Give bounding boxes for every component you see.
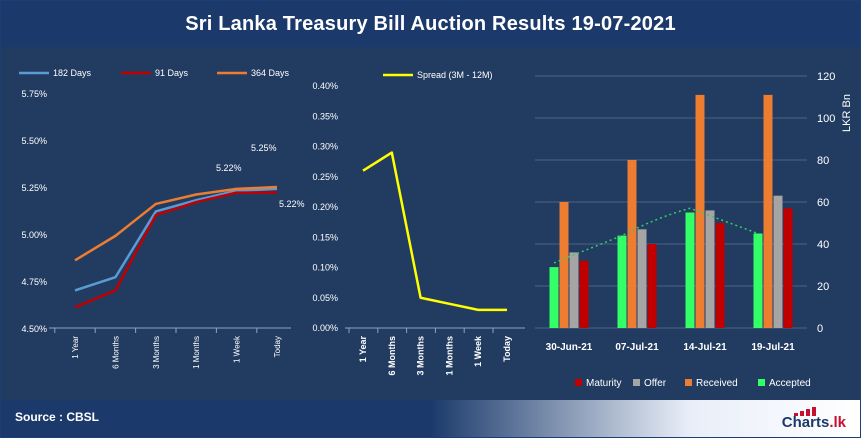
- yield-x-tick-label: 3 Months: [152, 336, 161, 369]
- bar-legend-swatch: [685, 379, 692, 386]
- yield-x-tick-label: Today: [273, 336, 282, 357]
- yield-legend-label: 364 Days: [251, 68, 290, 78]
- bar-maturity: [579, 260, 589, 328]
- brand-suffix: .lk: [829, 414, 846, 431]
- bar-received: [763, 94, 773, 329]
- spread-legend-label: Spread (3M - 12M): [417, 70, 493, 80]
- bar-legend-label: Received: [696, 378, 738, 389]
- yield-y-tick-label: 5.00%: [21, 230, 47, 240]
- yield-y-tick-label: 4.75%: [21, 277, 47, 287]
- spread-series-line: [362, 151, 507, 312]
- yield-legend-label: 91 Days: [155, 68, 189, 78]
- spread-y-tick-label: 0.20%: [312, 202, 338, 212]
- spread-x-tick-label: Today: [502, 336, 512, 362]
- bar-x-tick-label: 30-Jun-21: [546, 342, 593, 353]
- yield-y-tick-label: 4.50%: [21, 324, 47, 334]
- yield-series-line: [74, 191, 277, 309]
- bar-maturity: [715, 223, 725, 328]
- page-title: Sri Lanka Treasury Bill Auction Results …: [1, 1, 860, 47]
- charts-svg: 5.75% 5.50% 5.25% 5.00% 4.75% 4.50% 1 Year 6 Mo…: [19, 68, 853, 389]
- spread-y-tick-label: 0.15%: [312, 232, 338, 242]
- bar-offer: [637, 229, 647, 328]
- bar-y-axis-title: LKR Bn: [841, 94, 853, 132]
- bar-y-tick-label: 120: [817, 71, 835, 83]
- bar-x-tick-label: 19-Jul-21: [751, 342, 795, 353]
- bar-received: [627, 160, 637, 328]
- bar-legend-swatch: [575, 379, 582, 386]
- yield-annotation-label: 5.25%: [251, 143, 277, 153]
- bar-legend-label: Accepted: [769, 378, 811, 389]
- spread-x-tick-label: 1 Year: [358, 336, 368, 363]
- brand-logo: Charts.lk: [756, 406, 846, 436]
- spread-y-tick-label: 0.25%: [312, 172, 338, 182]
- bar-x-tick-label: 07-Jul-21: [615, 342, 659, 353]
- spread-x-tick-label: 6 Months: [387, 336, 397, 376]
- bar-received: [695, 94, 705, 329]
- bar-accepted: [685, 212, 695, 328]
- spread-y-tick-label: 0.30%: [312, 142, 338, 152]
- yield-annotation-label: 5.22%: [279, 199, 305, 209]
- spread-y-tick-label: 0.10%: [312, 263, 338, 273]
- spread-y-tick-label: 0.00%: [312, 323, 338, 333]
- bar-y-tick-label: 100: [817, 113, 835, 125]
- yield-x-tick-label: 1 Year: [71, 336, 80, 359]
- yield-x-tick-label: 1 Week: [233, 335, 242, 363]
- bar-received: [559, 202, 569, 328]
- source-label: Source : CBSL: [15, 410, 100, 424]
- spread-x-tick-label: 1 Week: [473, 335, 483, 367]
- bar-offer: [705, 210, 715, 328]
- yield-x-tick-label: 1 Months: [192, 336, 201, 369]
- yield-legend-label: 182 Days: [53, 68, 92, 78]
- spread-y-tick-label: 0.35%: [312, 111, 338, 121]
- spread-x-tick-label: 1 Months: [444, 336, 454, 376]
- spread-y-tick-label: 0.05%: [312, 293, 338, 303]
- bar-y-tick-label: 60: [817, 197, 829, 209]
- bar-legend-swatch: [633, 379, 640, 386]
- chart-panel: 5.75% 5.50% 5.25% 5.00% 4.75% 4.50% 1 Year 6 Mo…: [5, 53, 854, 398]
- yield-y-tick-label: 5.25%: [21, 183, 47, 193]
- yield-y-tick-label: 5.75%: [21, 89, 47, 99]
- bar-y-tick-label: 80: [817, 155, 829, 167]
- bar-maturity: [783, 208, 793, 328]
- bar-legend-label: Maturity: [586, 378, 622, 389]
- yield-y-tick-label: 5.50%: [21, 136, 47, 146]
- bar-accepted: [549, 267, 559, 328]
- brand-name: Charts: [781, 414, 830, 431]
- yield-series-line: [74, 187, 278, 292]
- bar-trendline: [553, 207, 759, 264]
- bar-y-tick-label: 0: [817, 323, 823, 335]
- bar-y-tick-label: 40: [817, 239, 829, 251]
- bar-legend-swatch: [758, 379, 765, 386]
- spread-y-tick-label: 0.40%: [312, 81, 338, 91]
- bar-offer: [773, 195, 783, 328]
- yield-series-line: [74, 185, 278, 262]
- yield-x-tick-label: 6 Months: [111, 336, 120, 369]
- bar-maturity: [647, 244, 657, 328]
- yield-annotation-label: 5.22%: [216, 163, 242, 173]
- bar-accepted: [753, 233, 763, 328]
- bar-legend-label: Offer: [644, 378, 667, 389]
- footer: Source : CBSL Charts.lk: [1, 400, 860, 437]
- bar-offer: [569, 252, 579, 328]
- bar-y-tick-label: 20: [817, 281, 829, 293]
- bar-x-tick-label: 14-Jul-21: [683, 342, 727, 353]
- spread-x-tick-label: 3 Months: [416, 336, 426, 376]
- bar-accepted: [617, 235, 627, 328]
- brand-bars-icon: [794, 407, 816, 416]
